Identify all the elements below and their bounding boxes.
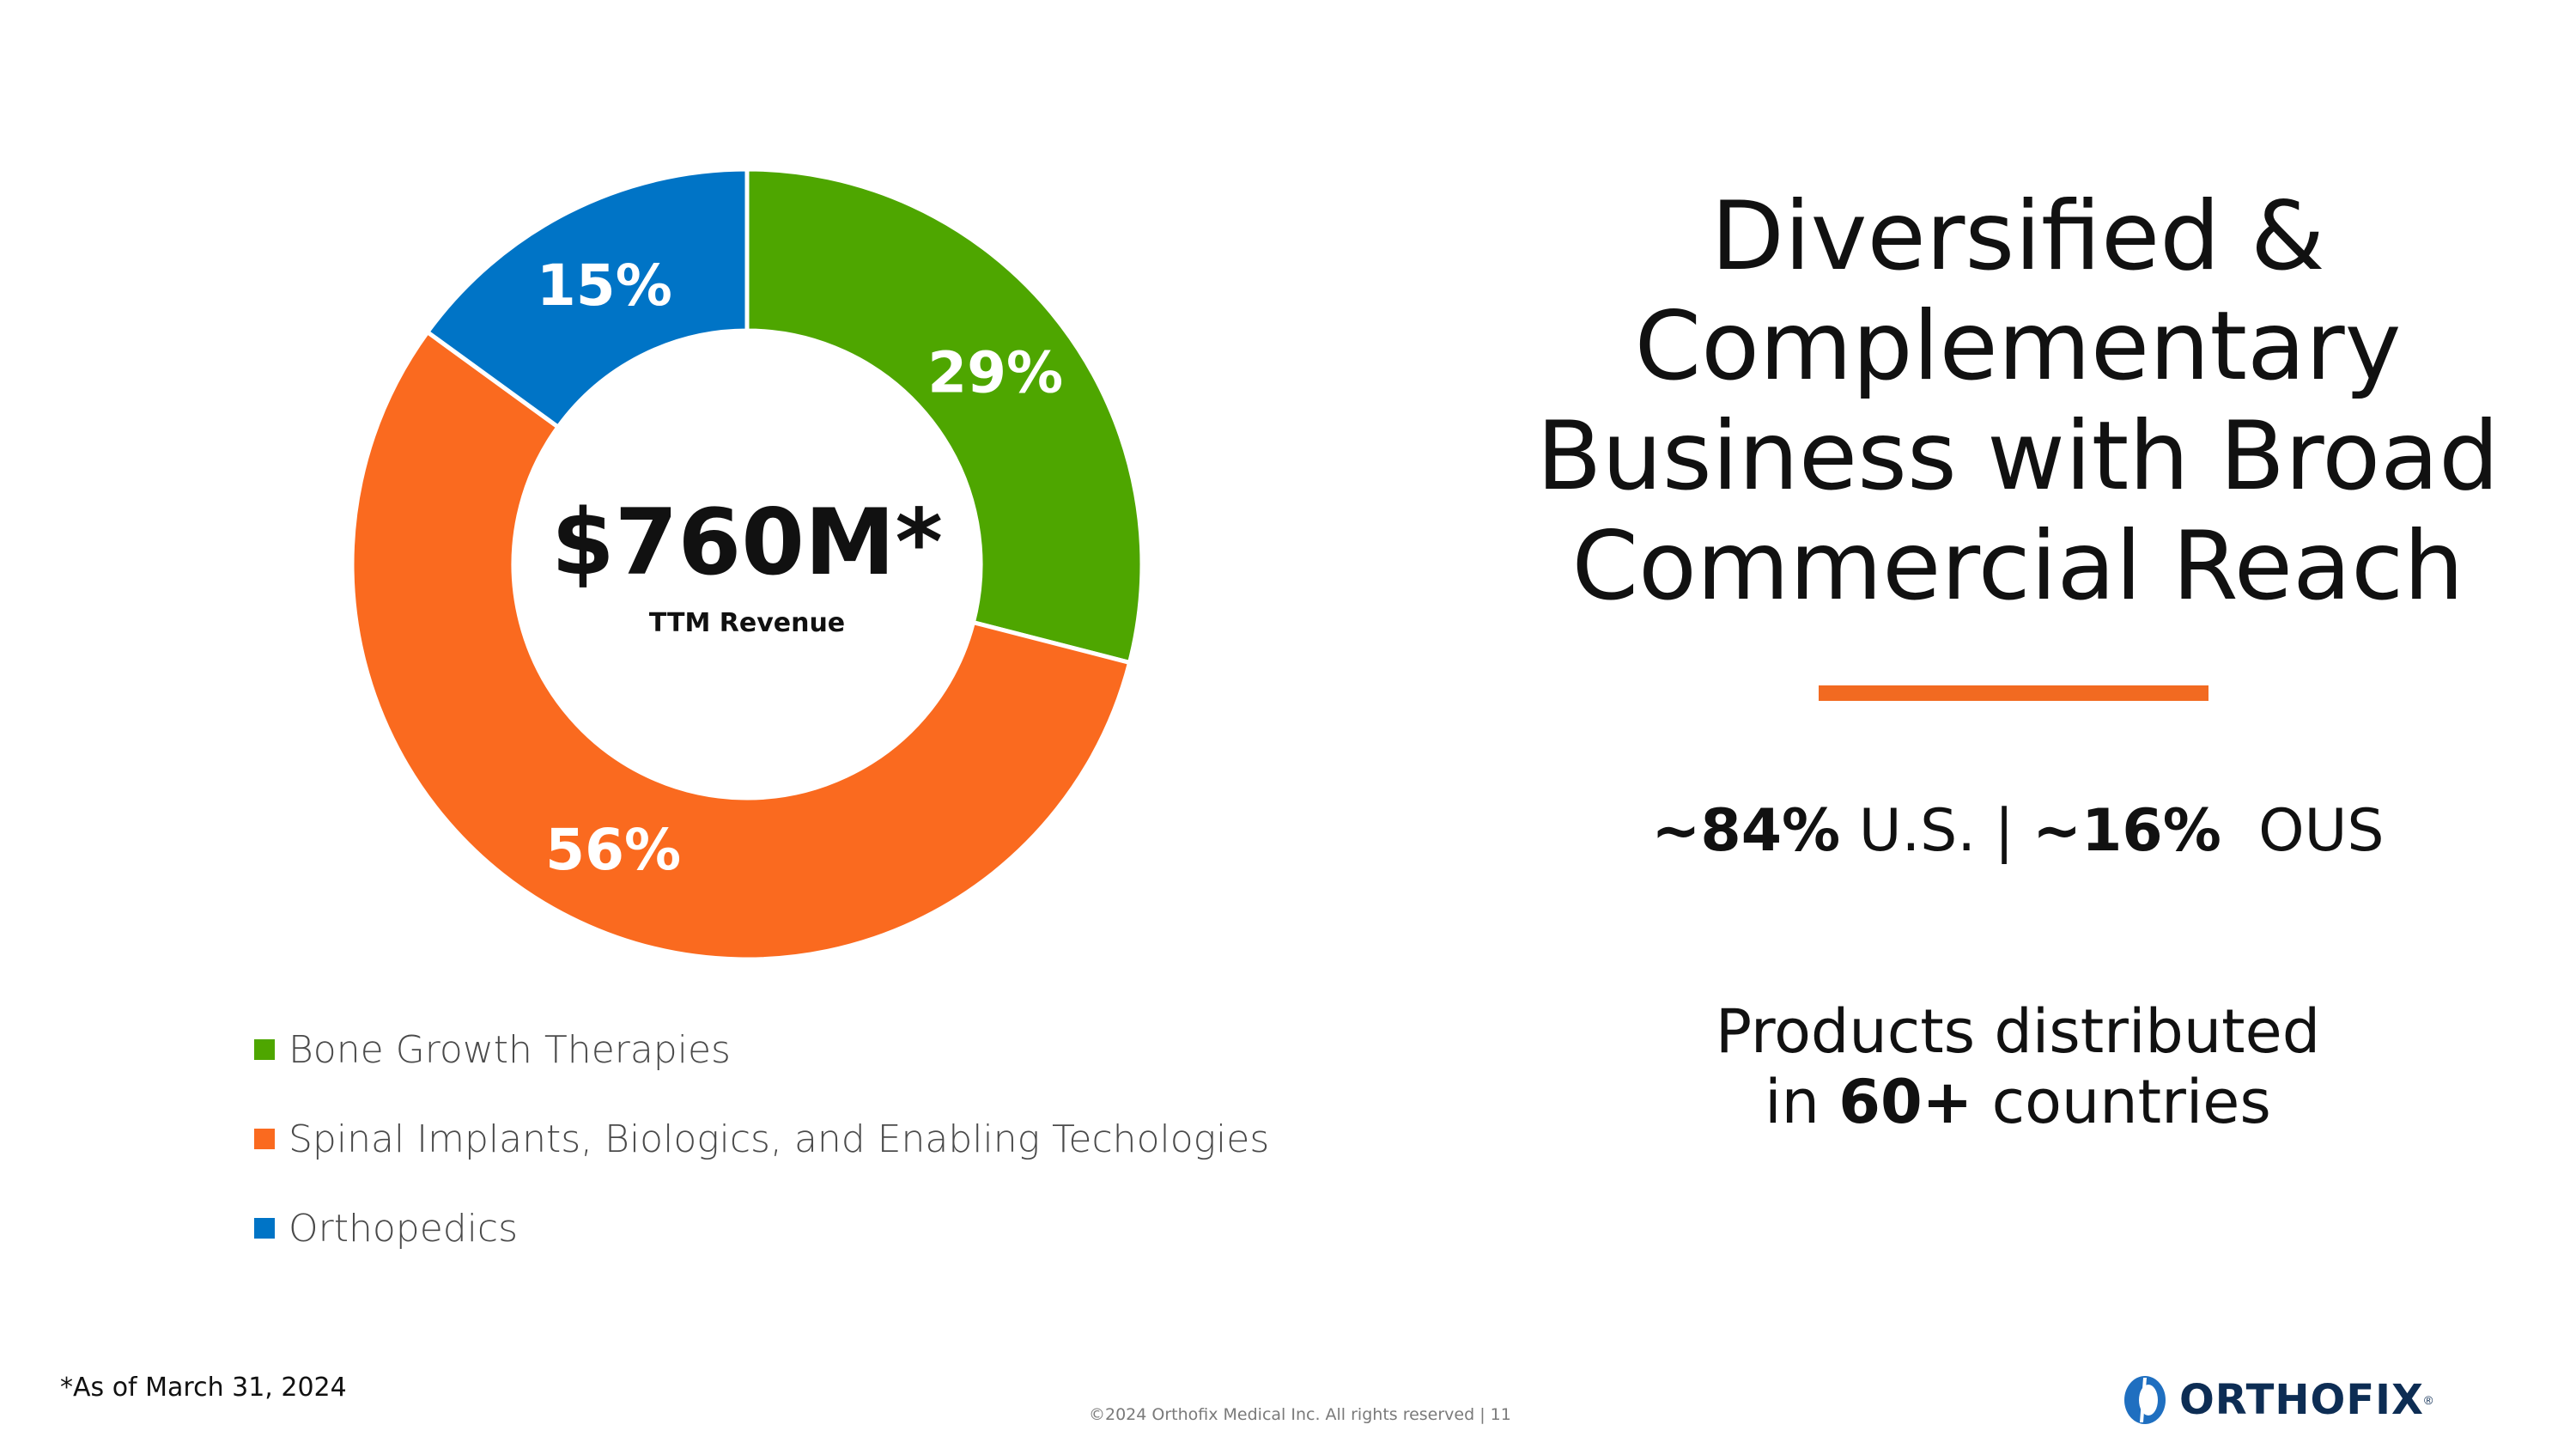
us-share-label: U.S. | <box>1858 797 2014 865</box>
legend-swatch <box>254 1218 275 1239</box>
legend-item-spinal: Spinal Implants, Biologics, and Enabling… <box>254 1094 1269 1184</box>
us-ous-split: ~84% U.S. | ~16% OUS <box>1460 797 2576 865</box>
ous-share-label: OUS <box>2258 797 2385 865</box>
slice-label-2: 15% <box>537 253 672 319</box>
center-label: TTM Revenue <box>649 608 845 638</box>
reach-line-2: in 60+ countries <box>1460 1067 2576 1137</box>
slide-title: Diversified & Complementary Business wit… <box>1460 182 2576 622</box>
title-line: Complementary <box>1634 291 2402 402</box>
reach-suffix: countries <box>1991 1067 2271 1137</box>
title-divider <box>1819 685 2208 701</box>
revenue-donut-chart: 29% 56% 15% $760M* TTM Revenue <box>349 167 1145 962</box>
legend-label: Orthopedics <box>289 1206 519 1251</box>
slice-label-0: 29% <box>927 340 1063 406</box>
orthofix-logo-icon <box>2124 1376 2166 1424</box>
logo-registered-mark: ® <box>2423 1393 2433 1407</box>
reach-prefix: in <box>1765 1067 1820 1137</box>
footnote: *As of March 31, 2024 <box>60 1373 347 1403</box>
title-line: Business with Broad <box>1536 401 2500 512</box>
legend-label: Bone Growth Therapies <box>289 1027 731 1072</box>
center-value: $760M* <box>551 490 943 595</box>
orthofix-logo: ORTHOFIX ® <box>2117 1373 2433 1428</box>
copyright-notice: ©2024 Orthofix Medical Inc. All rights r… <box>1089 1405 1511 1424</box>
donut-slice-2 <box>424 167 750 430</box>
chart-legend: Bone Growth Therapies Spinal Implants, B… <box>254 1005 1269 1273</box>
legend-item-orthopedics: Orthopedics <box>254 1184 1269 1273</box>
title-line: Commercial Reach <box>1571 511 2464 622</box>
logo-wordmark: ORTHOFIX <box>2179 1376 2424 1424</box>
distribution-reach: Products distributed in 60+ countries <box>1460 996 2576 1137</box>
us-share-value: ~84% <box>1651 797 1841 865</box>
donut-slice-1 <box>349 329 1133 962</box>
reach-line-1: Products distributed <box>1715 996 2321 1067</box>
slice-label-1: 56% <box>545 817 681 883</box>
legend-swatch <box>254 1129 275 1149</box>
legend-swatch <box>254 1039 275 1060</box>
reach-value: 60+ <box>1838 1067 1973 1137</box>
donut-slice-0 <box>744 167 1145 666</box>
title-line: Diversified & <box>1710 181 2325 292</box>
legend-item-bone-growth: Bone Growth Therapies <box>254 1005 1269 1094</box>
ous-share-value: ~16% <box>2032 797 2221 865</box>
legend-label: Spinal Implants, Biologics, and Enabling… <box>289 1117 1270 1161</box>
